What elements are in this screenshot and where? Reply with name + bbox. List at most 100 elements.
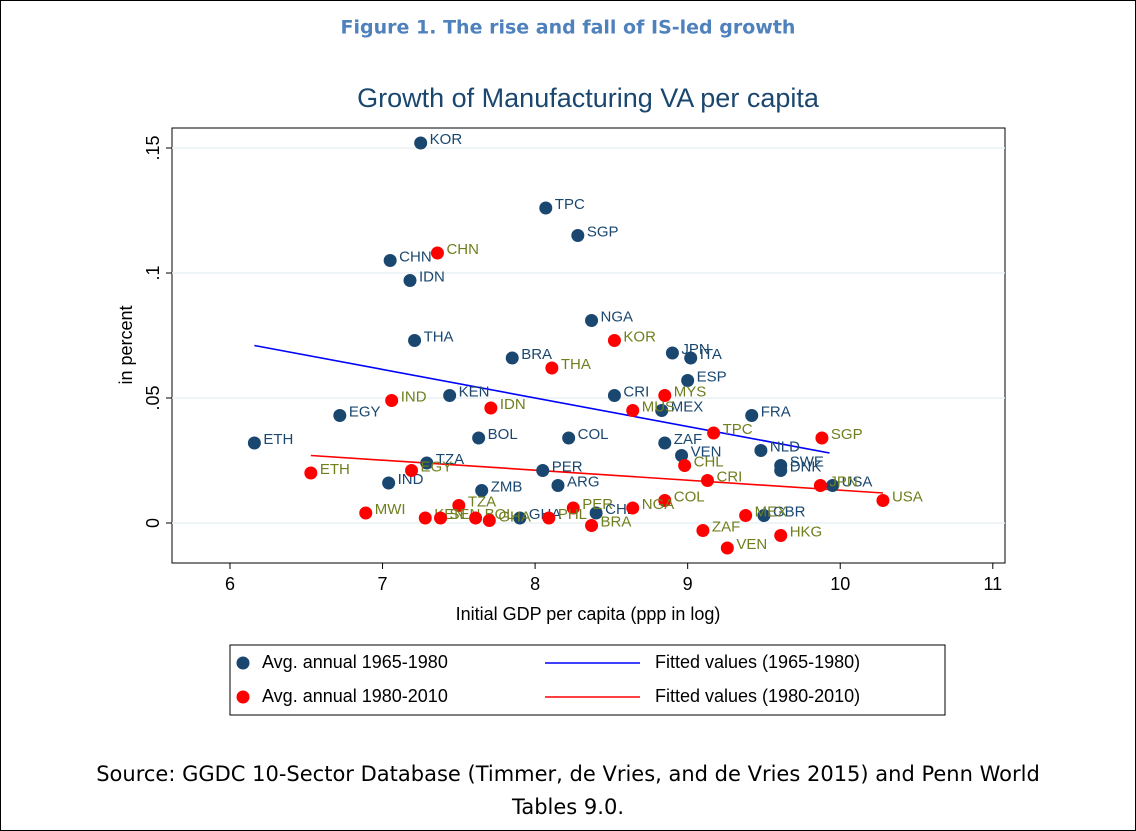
point-label: EGY (421, 458, 453, 475)
point (405, 464, 419, 477)
point-label: ARG (567, 473, 600, 490)
point (385, 394, 399, 407)
point (414, 136, 428, 150)
point-label: IDN (419, 268, 445, 285)
point (815, 431, 829, 445)
point (757, 509, 771, 522)
point-label: PER (582, 496, 613, 513)
plot-area (171, 127, 1006, 564)
point-label: ZAF (712, 518, 740, 535)
y-tick-label: .1 (143, 265, 163, 280)
point (475, 484, 489, 497)
point (658, 436, 672, 450)
point-label: VEN (691, 443, 722, 460)
x-axis-label: Initial GDP per capita (ppp in log) (456, 604, 721, 624)
source-note: Source: GGDC 10-Sector Database (Timmer,… (96, 762, 1040, 786)
point-label: KOR (430, 131, 463, 148)
point-label: GHA (498, 508, 531, 525)
point-label: DNK (790, 458, 822, 475)
point (658, 389, 672, 402)
point-label: CRI (623, 383, 649, 400)
point (304, 466, 318, 480)
point (247, 436, 261, 450)
point-label: NLD (770, 438, 800, 455)
chart-title: Growth of Manufacturing VA per capita (357, 83, 820, 113)
legend-marker (236, 656, 250, 670)
point-label: MYS (674, 383, 707, 400)
point (482, 514, 496, 527)
point (472, 431, 486, 445)
legend-marker (236, 690, 250, 704)
point (571, 229, 585, 242)
point-label: SWE (790, 453, 824, 470)
point-label: IDN (500, 396, 526, 413)
y-tick-label: 0 (143, 518, 163, 528)
point-label: PER (552, 458, 583, 475)
point-label: COL (674, 488, 705, 505)
x-tick-label: 7 (378, 574, 388, 594)
point (585, 314, 599, 327)
point-label: THA (561, 356, 591, 373)
point (382, 476, 396, 490)
point (430, 246, 444, 260)
point (418, 511, 432, 525)
point-label: CHL (694, 453, 724, 470)
point-label: SGP (587, 223, 619, 240)
point (434, 511, 448, 525)
point-label: GBR (773, 503, 806, 520)
point (513, 511, 527, 525)
point (681, 374, 695, 387)
point (484, 401, 498, 415)
point (655, 404, 669, 417)
point (545, 361, 559, 375)
point (626, 404, 640, 417)
point (707, 426, 721, 440)
legend-label: Avg. annual 1980-2010 (262, 686, 448, 706)
point (665, 346, 679, 360)
point (745, 409, 759, 422)
point-label: ETH (320, 461, 350, 478)
x-tick-label: 9 (683, 574, 693, 594)
point-label: MWI (375, 501, 406, 518)
point-label: PHL (558, 506, 587, 523)
point-label: HKG (790, 523, 823, 540)
point (542, 511, 556, 525)
y-tick-label: .15 (143, 135, 163, 160)
point-label: CRI (717, 468, 743, 485)
point-label: CHN (399, 248, 432, 265)
x-tick-label: 8 (530, 574, 540, 594)
point (408, 334, 422, 347)
point-label: NGA (642, 496, 675, 513)
point (658, 494, 672, 507)
y-axis-label: in percent (116, 305, 136, 384)
point-label: BRA (521, 346, 552, 363)
point (813, 479, 827, 492)
point (876, 494, 890, 507)
point (585, 519, 599, 532)
point (607, 389, 621, 402)
legend-label: Fitted values (1980-2010) (655, 686, 860, 706)
source-note: Tables 9.0. (511, 795, 624, 819)
legend-label: Avg. annual 1965-1980 (262, 652, 448, 672)
point-label: MUS (642, 398, 675, 415)
point (626, 501, 640, 515)
point (505, 351, 519, 365)
point-label: ZMB (491, 478, 523, 495)
x-tick-label: 6 (225, 574, 235, 594)
point-label: VEN (736, 536, 767, 553)
point-label: SGP (831, 426, 863, 443)
point (536, 464, 550, 477)
point (403, 274, 417, 287)
point-label: IND (398, 471, 424, 488)
x-tick-label: 10 (830, 574, 850, 594)
point (420, 456, 434, 470)
point (739, 509, 753, 522)
point (684, 351, 698, 365)
point (701, 474, 714, 487)
point (469, 511, 483, 525)
fit-line (310, 454, 884, 494)
point (826, 479, 840, 492)
point (607, 334, 621, 347)
point-label: KEN (459, 383, 490, 400)
